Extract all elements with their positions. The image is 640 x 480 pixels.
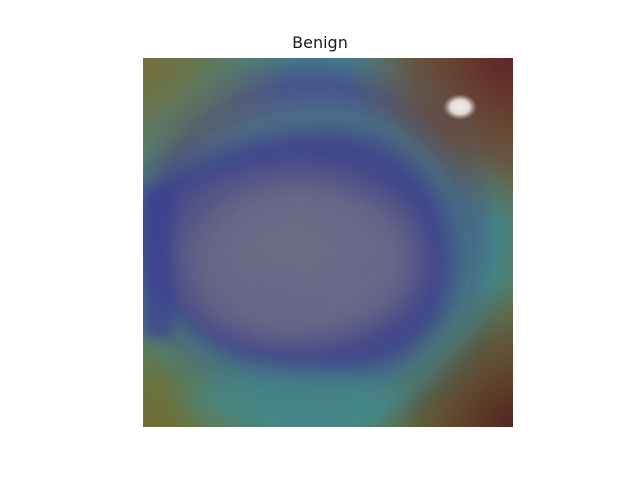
figure-title: Benign: [0, 33, 640, 53]
heatmap-overlay-image: [143, 58, 513, 427]
